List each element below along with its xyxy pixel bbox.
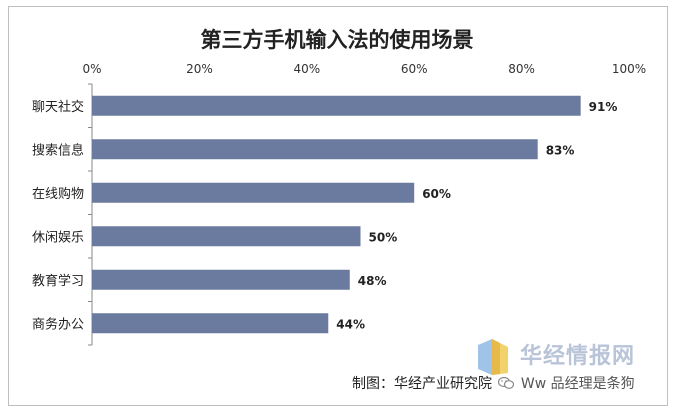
bar: [92, 139, 538, 160]
brand-watermark: 华经情报网: [520, 344, 636, 369]
category-label: 教育学习: [32, 273, 84, 289]
chart-frame: [8, 6, 668, 406]
overlay-text: Ww 品经理是条狗: [520, 376, 635, 392]
bar: [92, 95, 581, 116]
category-label: 聊天社交: [32, 99, 84, 115]
category-label: 商务办公: [32, 316, 84, 332]
value-label: 83%: [546, 143, 575, 157]
labels: 0% 20% 40% 60% 80% 100% 聊天社交 91% 搜索信息 83% 在线购物 60% 休…: [32, 62, 646, 332]
x-axis: [88, 83, 93, 346]
category-label: 休闲娱乐: [32, 230, 84, 245]
wechat-icon: [498, 376, 515, 389]
value-label: 50%: [369, 230, 398, 244]
x-tick-label: 80%: [508, 62, 535, 76]
value-label: 91%: [589, 100, 618, 114]
bar: [92, 182, 415, 203]
bar: [92, 313, 329, 334]
value-label: 48%: [358, 274, 387, 288]
source-line: 制图：华经产业研究院 Ww 品经理是条狗: [352, 373, 635, 393]
chart-title: 第三方手机输入法的使用场景: [200, 27, 474, 52]
bars: [92, 95, 581, 334]
x-tick-label: 100%: [612, 62, 646, 76]
value-label: 60%: [422, 187, 451, 201]
bar: [92, 226, 361, 247]
category-label: 在线购物: [32, 186, 84, 202]
x-tick-label: 40%: [293, 62, 320, 76]
x-tick-label: 20%: [186, 62, 213, 76]
bar: [92, 269, 350, 290]
x-tick-label: 60%: [401, 62, 428, 76]
brand-logo-icon: [478, 339, 508, 375]
source-text: 制图：华经产业研究院: [352, 376, 492, 392]
x-tick-label: 0%: [82, 62, 101, 76]
value-label: 44%: [336, 317, 365, 331]
category-label: 搜索信息: [32, 142, 84, 158]
